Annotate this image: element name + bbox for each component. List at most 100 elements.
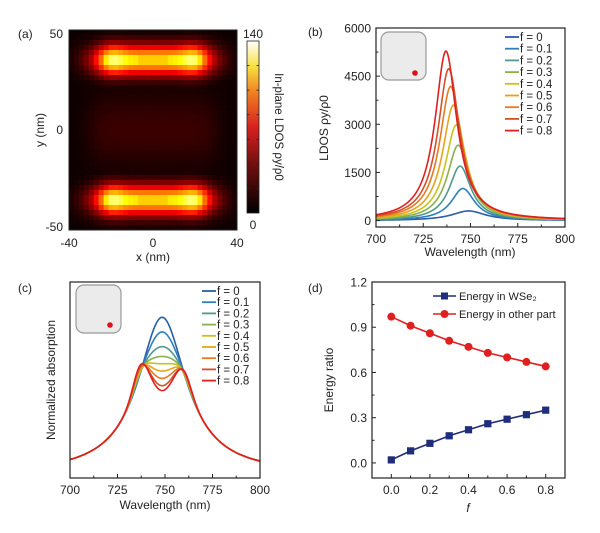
heatmap-cell [202,75,208,81]
heatmap-cell [138,135,144,141]
heatmap-cell [83,120,90,126]
heatmap-cell [217,205,223,211]
heatmap-cell [123,190,129,196]
heatmap-cell [177,110,184,116]
heatmap-cell [202,90,208,96]
heatmap-cell [108,60,114,66]
heatmap-cell [69,220,75,226]
heatmap-cell [73,80,80,86]
heatmap-cell [177,40,184,46]
heatmap-cell [167,50,174,56]
heatmap-cell [138,145,144,151]
heatmap-cell [153,40,159,46]
heatmap-cell [187,220,193,226]
heatmap-cell [69,175,75,181]
heatmap-cell [123,160,129,166]
heatmap-cell [143,60,149,66]
y-tick-label: 0.3 [350,411,367,425]
heatmap-cell [197,95,203,101]
axis-ticks: 700 725 750 775 800 [60,474,270,497]
heatmap-cell [88,145,95,151]
heatmap-cell [83,180,90,186]
heatmap-cell [93,100,100,106]
heatmap-cell [113,180,119,186]
heatmap-cell [212,55,218,61]
heatmap-cell [222,135,228,141]
legend: f = 0f = 0.1f = 0.2f = 0.3f = 0.4f = 0.5… [505,32,553,138]
heatmap-cell [172,110,179,116]
heatmap-cell [143,130,149,136]
heatmap-cell [83,40,90,46]
heatmap-cell [113,120,119,126]
heatmap-cell [182,165,188,171]
heatmap-cell [162,210,169,216]
x-tick-label: 750 [155,483,175,497]
heatmap-cell [227,125,233,131]
heatmap-cell [227,200,233,206]
heatmap-cell [88,165,95,171]
heatmap-cell [78,130,85,136]
heatmap-cell [232,70,237,76]
legend: Energy in WSe₂ Energy in other part [433,291,556,321]
heatmap-cell [118,160,124,166]
heatmap-cell [83,75,90,81]
heatmap-cell [197,210,203,216]
heatmap-cell [192,160,198,166]
heatmap-cell [187,120,193,126]
heatmap-cell [93,205,100,211]
heatmap-cell [167,115,174,121]
heatmap-cell [98,100,104,106]
heatmap-cell [202,40,208,46]
heatmap-cell [123,155,129,161]
heatmap-cell [217,80,223,86]
heatmap-cell [222,125,228,131]
heatmap-cell [148,115,154,121]
heatmap-cell [138,45,144,51]
heatmap-cell [93,60,100,66]
heatmap-cell [217,120,223,126]
heatmap-cell [118,90,124,96]
heatmap-cell [207,180,213,186]
heatmap-cell [227,70,233,76]
heatmap-cell [78,185,85,191]
heatmap-cell [162,30,169,36]
heatmap-cell [232,165,237,171]
heatmap-cell [222,30,228,36]
heatmap-cell [157,105,164,111]
heatmap-cell [232,155,237,161]
heatmap-cell [98,175,104,181]
heatmap-cell [108,170,114,176]
heatmap-cell [222,90,228,96]
heatmap-cell [98,85,104,91]
heatmap-cell [177,65,184,71]
heatmap-cell [78,40,85,46]
heatmap-cell [177,165,184,171]
axis-ticks: 700 725 750 775 800 0 1500 3000 4500 6000 [344,22,575,247]
heatmap-cell [93,190,100,196]
heatmap-cell [212,160,218,166]
heatmap-cell [83,205,90,211]
heatmap-cell [167,120,174,126]
heatmap-cell [162,160,169,166]
heatmap-cell [207,155,213,161]
heatmap-cell [167,155,174,161]
heatmap-cell [162,175,169,181]
heatmap-cell [157,30,164,36]
heatmap-cell [167,70,174,76]
heatmap-cell [217,195,223,201]
heatmap-cell [133,150,139,156]
heatmap-cell [103,135,109,141]
heatmap-cell [138,60,144,66]
data-point-square [542,406,550,414]
heatmap-cell [167,195,174,201]
heatmap-cell [128,215,134,221]
heatmap-cell [103,190,109,196]
heatmap-cell [108,40,114,46]
heatmap-cell [153,60,159,66]
heatmap-cell [128,110,134,116]
heatmap-cell [192,170,198,176]
heatmap-cell [118,100,124,106]
heatmap-cell [83,90,90,96]
heatmap-cell [177,35,184,41]
heatmap-cell [108,85,114,91]
